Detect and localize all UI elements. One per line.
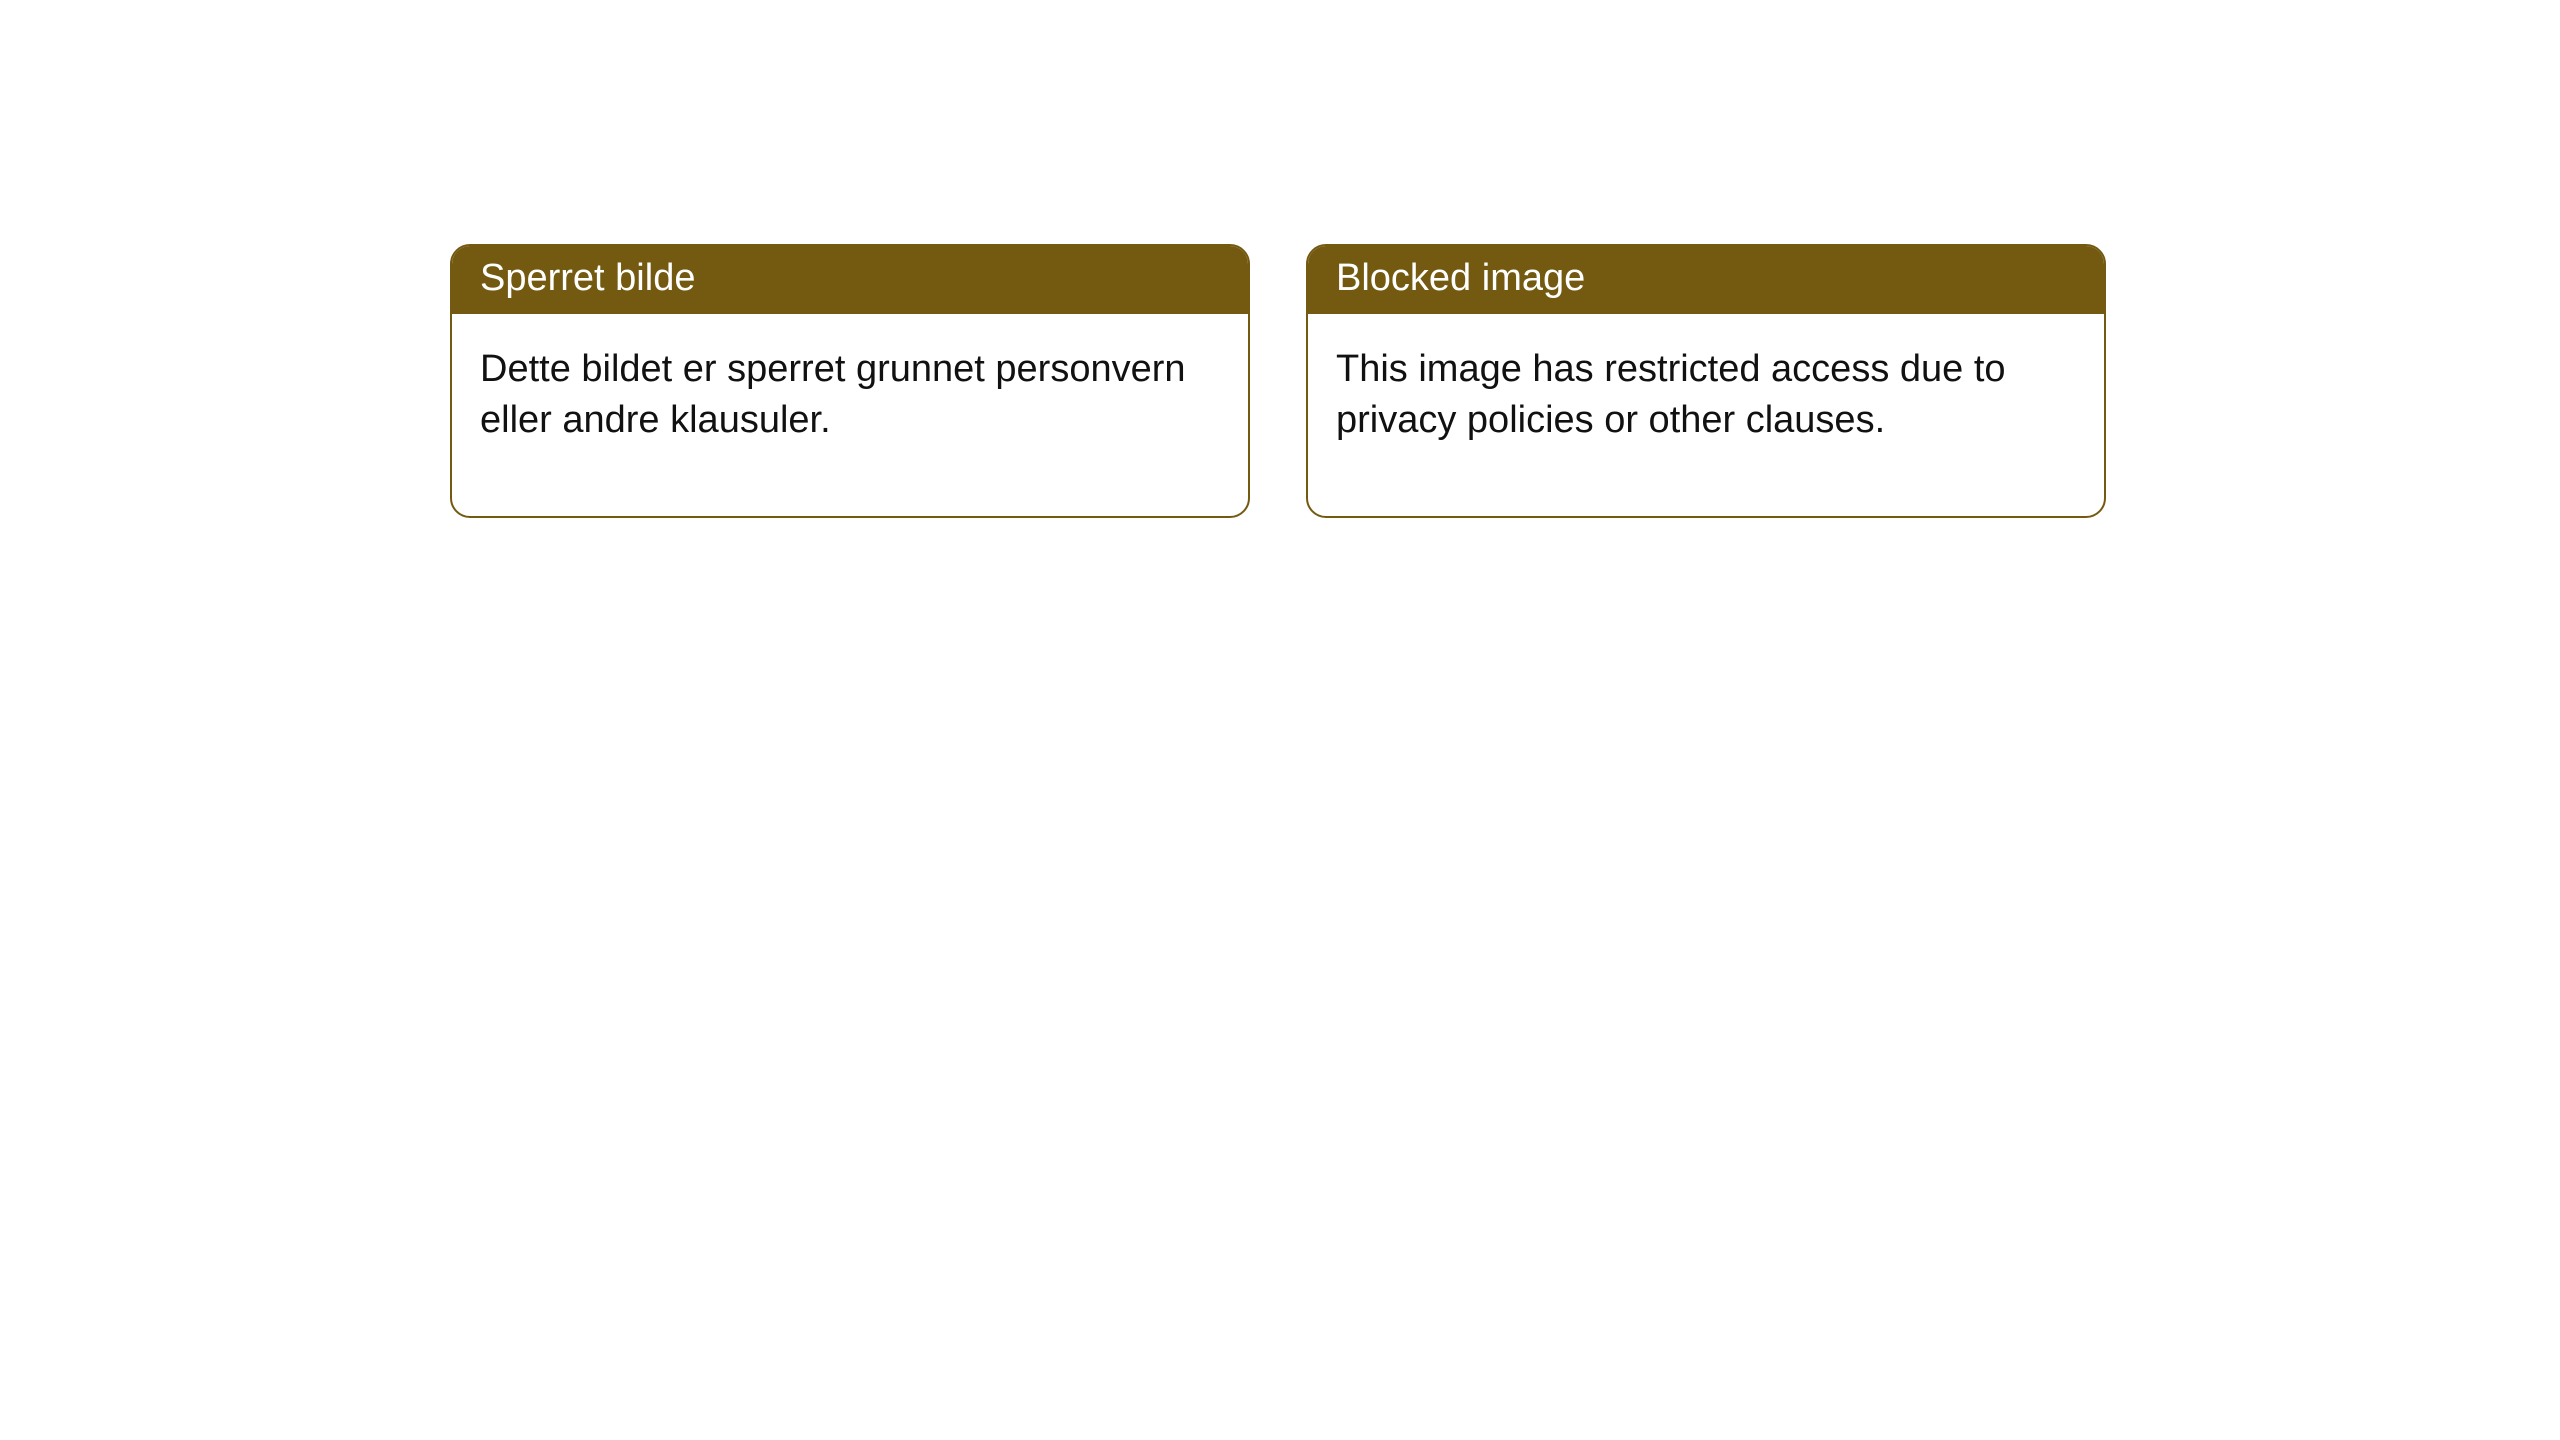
- notice-cards-row: Sperret bilde Dette bildet er sperret gr…: [450, 244, 2106, 518]
- notice-card-body: This image has restricted access due to …: [1308, 314, 2104, 517]
- notice-card-title: Blocked image: [1308, 246, 2104, 314]
- notice-card-body: Dette bildet er sperret grunnet personve…: [452, 314, 1248, 517]
- notice-card-en: Blocked image This image has restricted …: [1306, 244, 2106, 518]
- notice-card-title: Sperret bilde: [452, 246, 1248, 314]
- notice-card-no: Sperret bilde Dette bildet er sperret gr…: [450, 244, 1250, 518]
